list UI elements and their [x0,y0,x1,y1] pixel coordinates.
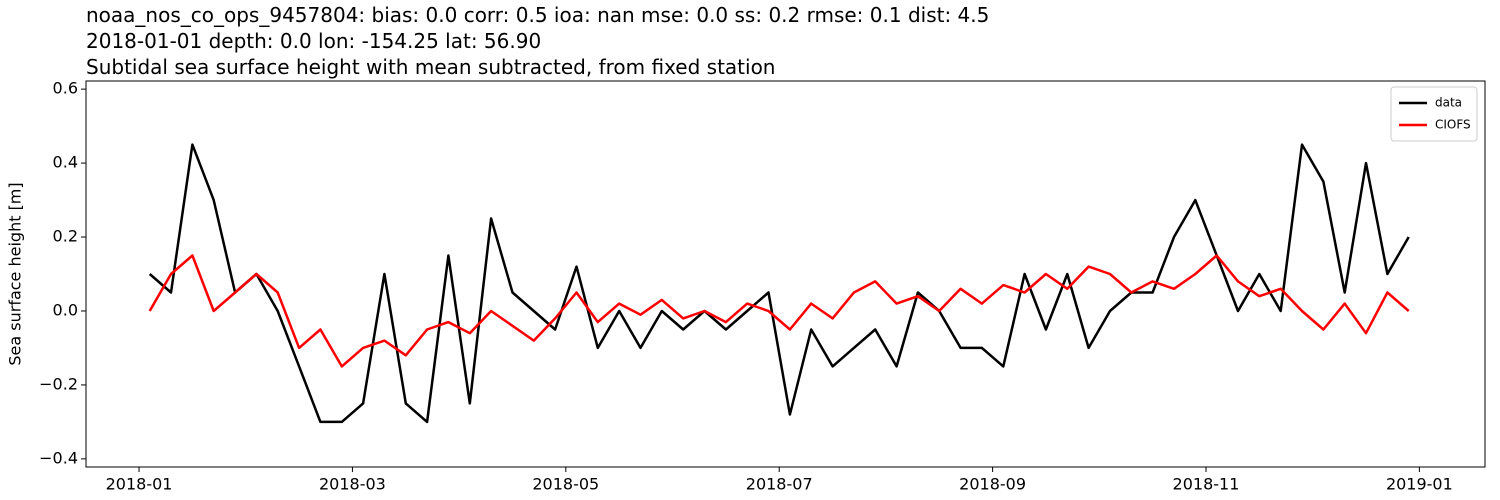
plot-frame [85,80,1486,468]
y-tick-label: 0.2 [53,227,78,246]
y-tick-label: 0.4 [53,153,78,172]
y-axis-label: Sea surface height [m] [6,182,25,365]
chart-subtitle: 2018-01-01 depth: 0.0 lon: -154.25 lat: … [86,29,541,53]
y-tick-label: 0.0 [53,300,78,319]
x-tick-label: 2019-01 [1386,475,1453,494]
legend-label: data [1435,96,1462,110]
x-tick-label: 2018-09 [959,475,1026,494]
x-tick-label: 2018-05 [532,475,599,494]
data-line [148,254,1410,368]
y-tick-label: −0.2 [39,374,78,393]
data-line [148,143,1410,424]
x-tick-label: 2018-11 [1173,475,1240,494]
legend-box [1390,86,1478,142]
x-tick-label: 2018-07 [746,475,813,494]
x-tick-label: 2018-01 [106,475,173,494]
chart-title: noaa_nos_co_ops_9457804: bias: 0.0 corr:… [86,3,989,27]
chart-subtitle: Subtidal sea surface height with mean su… [86,55,775,79]
y-tick-label: −0.4 [39,448,78,467]
x-tick-label: 2018-03 [319,475,386,494]
legend-label: CIOFS [1435,118,1471,132]
y-tick-label: 0.6 [53,79,78,98]
